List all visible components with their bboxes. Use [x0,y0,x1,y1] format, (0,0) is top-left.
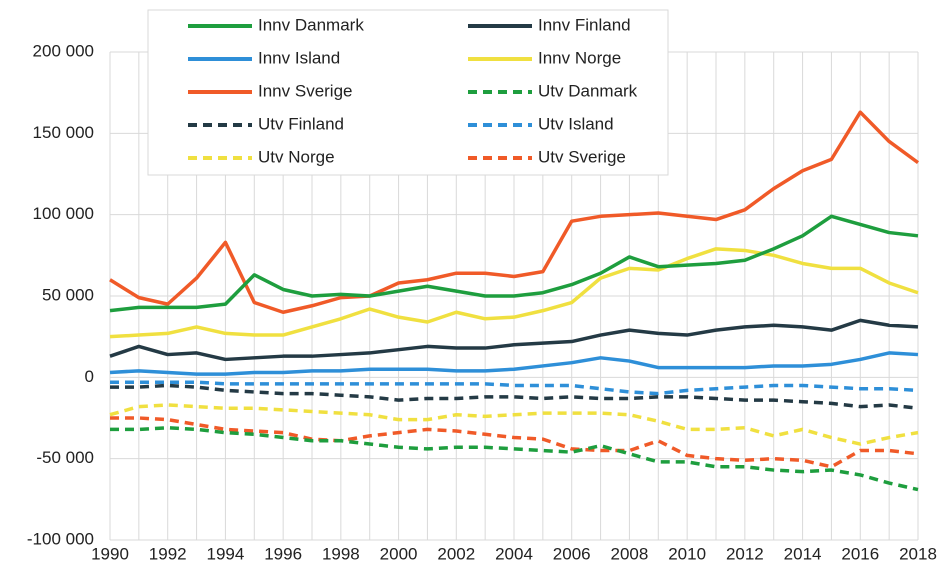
x-tick-label: 2004 [495,544,533,563]
x-tick-label: 1992 [149,544,187,563]
x-tick-label: 2018 [899,544,937,563]
x-tick-label: 1998 [322,544,360,563]
legend-label: Innv Danmark [258,15,364,34]
y-tick-label: 50 000 [42,285,94,304]
y-tick-label: 100 000 [33,204,94,223]
legend-label: Utv Danmark [538,81,638,100]
legend-label: Innv Norge [538,48,621,67]
x-tick-label: 2010 [668,544,706,563]
x-tick-label: 1990 [91,544,129,563]
y-tick-label: 0 [85,367,94,386]
x-tick-label: 1996 [264,544,302,563]
legend-label: Utv Norge [258,147,335,166]
legend-box [147,9,669,176]
labels: -100 000 -50 000 0 50 000 100 000 150 000 200 … [27,41,937,563]
x-tick-label: 2008 [611,544,649,563]
series-line [109,318,919,362]
x-tick-label: 2002 [437,544,475,563]
legend-label: Innv Finland [538,15,631,34]
x-tick-label: 2000 [380,544,418,563]
y-tick-label: 150 000 [33,123,94,142]
y-tick-label: -100 000 [27,529,94,548]
legend-label: Utv Sverige [538,147,626,166]
x-tick-label: 2006 [553,544,591,563]
series-line [109,214,919,313]
x-tick-label: 1994 [207,544,245,563]
series-line [109,403,919,446]
legend-label: Utv Island [538,114,614,133]
lines [109,110,920,492]
series-line [109,351,919,376]
x-tick-label: 2014 [784,544,822,563]
legend-label: Innv Island [258,48,340,67]
series-line [109,247,919,339]
y-tick-label: 200 000 [33,41,94,60]
y-tick-label: -50 000 [36,448,94,467]
series-line [110,416,919,469]
series-line [110,426,919,492]
x-tick-label: 2016 [841,544,879,563]
legend-label: Innv Sverige [258,81,353,100]
legend-label: Utv Finland [258,114,344,133]
x-tick-label: 2012 [726,544,764,563]
legend: Innv Danmark Innv Finland Innv Island Innv … [188,15,638,166]
